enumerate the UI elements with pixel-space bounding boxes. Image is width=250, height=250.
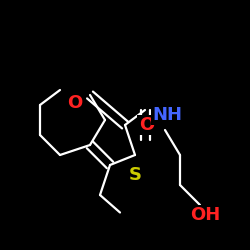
Text: O: O	[138, 116, 154, 134]
Text: O: O	[68, 94, 82, 112]
Text: OH: OH	[190, 206, 220, 224]
Text: S: S	[128, 166, 141, 184]
Text: NH: NH	[152, 106, 182, 124]
